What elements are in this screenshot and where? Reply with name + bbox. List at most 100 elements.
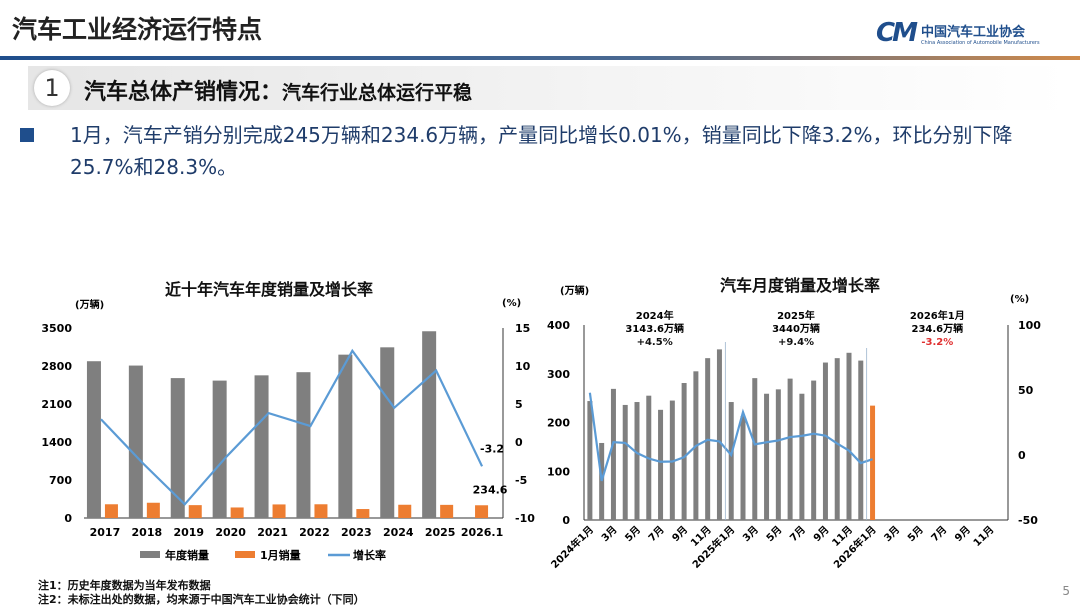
january-bar (230, 507, 244, 518)
y2-tick: -5 (515, 474, 527, 487)
x-tick: 5月 (764, 524, 784, 544)
y-tick: 1400 (41, 436, 72, 449)
annual-bar (212, 380, 227, 518)
monthly-bar (858, 360, 864, 520)
heading-sub: 汽车行业总体运行平稳 (282, 82, 473, 104)
january-bar (104, 504, 118, 518)
x-tick: 3月 (740, 524, 760, 544)
monthly-bar (752, 378, 758, 520)
january-bar (356, 509, 370, 518)
x-tick: 3月 (599, 524, 619, 544)
monthly-bar (740, 416, 746, 520)
y2-tick: 100 (1018, 319, 1041, 332)
january-bar (398, 504, 412, 518)
y2-tick: 10 (515, 360, 531, 373)
monthly-bar (764, 393, 770, 520)
monthly-bar (669, 400, 675, 520)
logo-en: China Association of Automobile Manufact… (920, 39, 1040, 46)
x-tick: 7月 (788, 524, 808, 544)
annual-bar (380, 347, 395, 518)
y2-tick: 0 (515, 436, 523, 449)
x-tick: 3月 (882, 524, 902, 544)
x-tick: 2025 (425, 526, 456, 539)
y-tick: 200 (547, 417, 570, 430)
annual-bar (128, 365, 143, 518)
page-number: 5 (1062, 584, 1070, 598)
x-tick: 9月 (811, 524, 831, 544)
monthly-bar (870, 405, 876, 520)
x-tick: 9月 (952, 524, 972, 544)
y2-axis-label: (%) (1010, 294, 1029, 305)
legend-label: 年度销量 (165, 548, 209, 562)
section-heading: 汽车总体产销情况：汽车行业总体运行平稳 (84, 74, 472, 106)
monthly-bar (822, 362, 828, 520)
y2-tick: 50 (1018, 384, 1034, 397)
monthly-bar (811, 380, 817, 520)
growth-line (588, 392, 873, 482)
annotation-total: 234.6万辆 (912, 322, 964, 335)
caam-logo-icon: CM (876, 18, 918, 48)
monthly-bar (634, 402, 640, 520)
summary-paragraph: 1月，汽车产销分别完成245万辆和234.6万辆，产量同比增长0.01%，销量同… (70, 123, 1013, 179)
annotation-growth: +4.5% (637, 337, 673, 348)
growth-line (100, 348, 484, 506)
jan-label: 234.6 (473, 483, 508, 496)
annotation-total: 3440万辆 (772, 322, 820, 335)
january-bar (314, 504, 328, 518)
annual-bar (422, 331, 437, 518)
logo: CM 中国汽车工业协会 China Association of Automobi… (876, 18, 1040, 48)
monthly-bar (658, 409, 664, 520)
monthly-bar (775, 389, 781, 520)
annotation-total: 3143.6万辆 (625, 322, 684, 335)
annual-bar (338, 354, 353, 518)
x-tick: 5月 (905, 524, 925, 544)
legend-swatch (140, 551, 160, 558)
monthly-bar (799, 393, 805, 520)
annotation-growth: +9.4% (778, 337, 814, 348)
x-tick: 2019 (173, 526, 204, 539)
y2-tick: 0 (1018, 449, 1026, 462)
legend-label: 增长率 (353, 548, 386, 562)
annotation-year: 2025年 (777, 309, 815, 322)
x-tick: 2026.1 (461, 526, 503, 539)
annotation-year: 2024年 (636, 309, 674, 322)
annual-chart: (万辆) (%) 0 700 1400 2100 2800 3500 -10 -5 0 5 10 15 20… (41, 298, 535, 562)
y-tick: 400 (547, 319, 570, 332)
x-tick: 11月 (971, 524, 996, 549)
annual-bar (254, 375, 269, 518)
note-1: 注1：历史年度数据为当年发布数据 (38, 579, 211, 592)
annotation-year: 2026年1月 (910, 309, 965, 322)
annotation-growth: -3.2% (921, 337, 953, 348)
x-tick: 2023 (341, 526, 372, 539)
january-bar (272, 504, 286, 518)
monthly-bar (599, 442, 605, 520)
monthly-bar (587, 401, 593, 520)
y-tick: 3500 (41, 322, 72, 335)
logo-cn: 中国汽车工业协会 (920, 24, 1025, 40)
x-tick: 2022 (299, 526, 330, 539)
section-band (28, 66, 1068, 110)
note-2: 注2：未标注出处的数据，均来源于中国汽车工业协会统计（下同） (38, 593, 365, 606)
y2-axis-label: (%) (502, 298, 521, 309)
section-number: 1 (34, 70, 70, 106)
chart2-title: 汽车月度销量及增长率 (720, 276, 881, 295)
growth-label: -3.2 (480, 442, 504, 455)
annual-bar (170, 378, 185, 518)
y-axis-label: (万辆) (75, 298, 104, 311)
y-tick: 2800 (41, 360, 72, 373)
y-tick: 2100 (41, 398, 72, 411)
monthly-chart: (万辆) (%) 0 100 200 300 400 -50 0 50 100 2024年3143.6… (547, 284, 1041, 571)
annual-bar (296, 372, 311, 518)
monthly-bar (716, 349, 722, 520)
monthly-bar (846, 352, 852, 520)
x-tick: 9月 (670, 524, 690, 544)
january-bar (188, 505, 202, 518)
monthly-bar (681, 383, 687, 520)
x-tick: 2024年1月 (548, 523, 596, 571)
page-title: 汽车工业经济运行特点 (12, 15, 263, 44)
january-bar (440, 504, 454, 518)
y-tick: 0 (64, 512, 72, 525)
y-tick: 300 (547, 368, 570, 381)
legend-swatch (235, 551, 255, 558)
x-tick: 2017 (90, 526, 121, 539)
